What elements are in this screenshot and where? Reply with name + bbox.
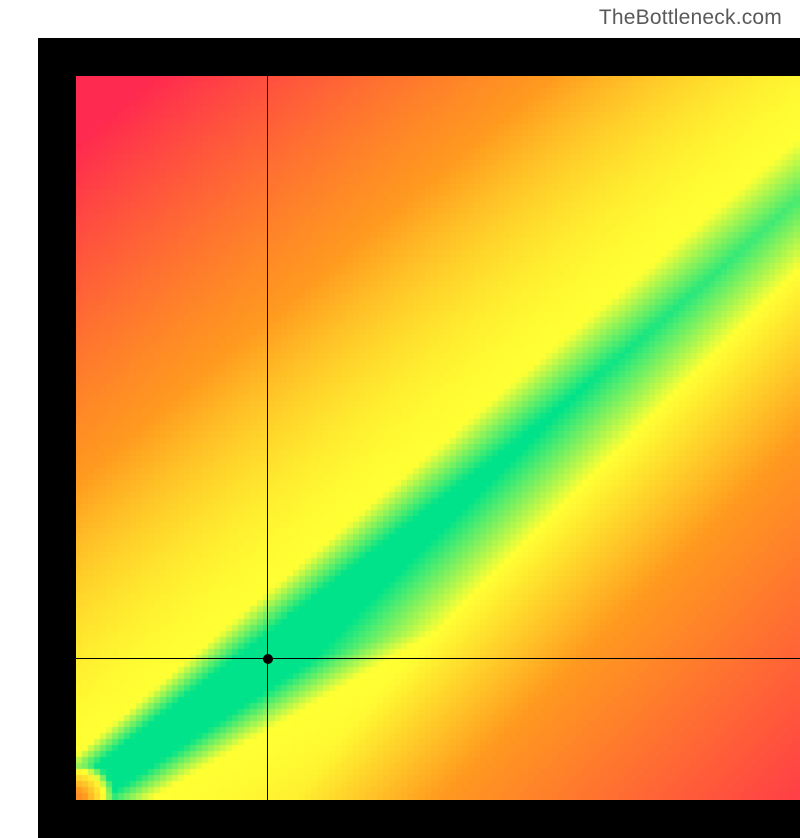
- crosshair-horizontal: [76, 658, 800, 659]
- plot-frame: [38, 38, 800, 838]
- heatmap-canvas: [76, 76, 800, 800]
- crosshair-vertical: [267, 76, 268, 800]
- watermark-text: TheBottleneck.com: [599, 6, 782, 30]
- crosshair-dot: [263, 654, 273, 664]
- chart-container: TheBottleneck.com: [0, 0, 800, 800]
